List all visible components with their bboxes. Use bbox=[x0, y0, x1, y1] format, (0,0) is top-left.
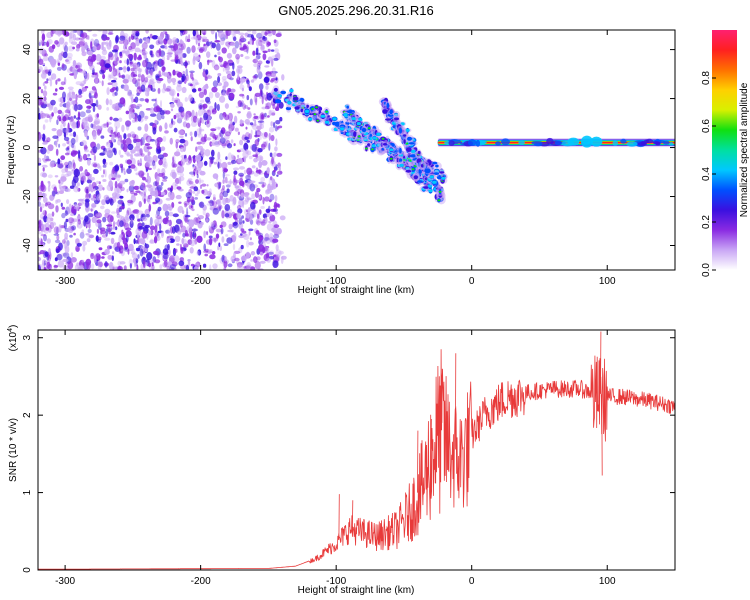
spectrogram-x-label: Height of straight line (km) bbox=[298, 285, 415, 296]
snr-plot-area bbox=[38, 331, 675, 570]
snr-x-axis: -300 -200 -100 0 100 bbox=[55, 330, 616, 587]
spectrogram-y-tick-label-2: 0 bbox=[22, 144, 33, 150]
chart-title: GN05.2025.296.20.31.R16 bbox=[278, 3, 433, 18]
spectrogram-y-tick-label-3: 20 bbox=[22, 93, 33, 105]
tone-line bbox=[437, 135, 675, 148]
snr-frame bbox=[37, 329, 676, 571]
colorbar: 0.0 0.2 0.4 0.6 0.8 Normalized spectral ampl… bbox=[701, 30, 750, 277]
colorbar-tick-label-3: 0.6 bbox=[701, 119, 712, 133]
spectrogram-x-tick-label-3: 0 bbox=[469, 276, 475, 287]
colorbar-tick-label-2: 0.4 bbox=[701, 167, 712, 181]
colorbar-label: Normalized spectral amplitude bbox=[739, 82, 750, 217]
snr-y-tick-label-2: 2 bbox=[22, 412, 33, 418]
colorbar-gradient bbox=[712, 30, 737, 270]
snr-multiplier-base: (x10 bbox=[8, 331, 19, 351]
snr-multiplier: (x104) bbox=[7, 325, 19, 352]
colorbar-tick-label-1: 0.2 bbox=[701, 215, 712, 229]
snr-x-tick-label-2: -100 bbox=[326, 576, 346, 587]
chirp-segment-2 bbox=[378, 97, 446, 205]
snr-x-tick-label-3: 0 bbox=[469, 576, 475, 587]
spectrogram-x-tick-label-4: 100 bbox=[599, 276, 616, 287]
colorbar-ticks: 0.0 0.2 0.4 0.6 0.8 bbox=[701, 71, 716, 277]
noise-region bbox=[38, 30, 287, 270]
spectrogram-x-tick-label-1: -200 bbox=[191, 276, 211, 287]
spectrogram-x-tick-label-0: -300 bbox=[55, 276, 75, 287]
spectrogram-y-tick-label-1: -20 bbox=[22, 189, 33, 204]
snr-y-tick-label-0: 0 bbox=[22, 567, 33, 573]
spectrogram-frame bbox=[37, 29, 676, 271]
snr-panel: -300 -200 -100 0 100 0 1 2 3 Height of straight… bbox=[7, 325, 676, 596]
snr-x-tick-label-4: 100 bbox=[599, 576, 616, 587]
spectrogram-y-tick-label-4: 40 bbox=[22, 44, 33, 56]
snr-x-label: Height of straight line (km) bbox=[298, 585, 415, 596]
snr-y-tick-label-1: 1 bbox=[22, 489, 33, 495]
colorbar-tick-label-0: 0.0 bbox=[701, 263, 712, 277]
snr-line bbox=[38, 331, 675, 570]
chirp-segment-0 bbox=[270, 85, 448, 185]
snr-y-axis: 0 1 2 3 bbox=[22, 335, 675, 573]
snr-multiplier-exp: 4 bbox=[7, 328, 14, 332]
spectrogram-image bbox=[38, 30, 675, 270]
snr-multiplier-close: ) bbox=[8, 325, 19, 328]
snr-x-tick-label-0: -300 bbox=[55, 576, 75, 587]
snr-y-tick-label-3: 3 bbox=[22, 335, 33, 341]
snr-y-label: SNR (10 * v/v) bbox=[8, 418, 19, 482]
spectrogram-y-tick-label-0: -40 bbox=[22, 238, 33, 253]
spectrogram-y-axis: -40 -20 0 20 40 bbox=[22, 44, 675, 253]
svg-text:(x104): (x104) bbox=[7, 325, 19, 352]
spectrogram-x-tick-label-2: -100 bbox=[326, 276, 346, 287]
spectrogram-y-label: Frequency (Hz) bbox=[6, 116, 17, 185]
spectrogram-x-axis: -300 -200 -100 0 100 bbox=[55, 30, 616, 287]
colorbar-tick-label-4: 0.8 bbox=[701, 71, 712, 85]
snr-x-tick-label-1: -200 bbox=[191, 576, 211, 587]
